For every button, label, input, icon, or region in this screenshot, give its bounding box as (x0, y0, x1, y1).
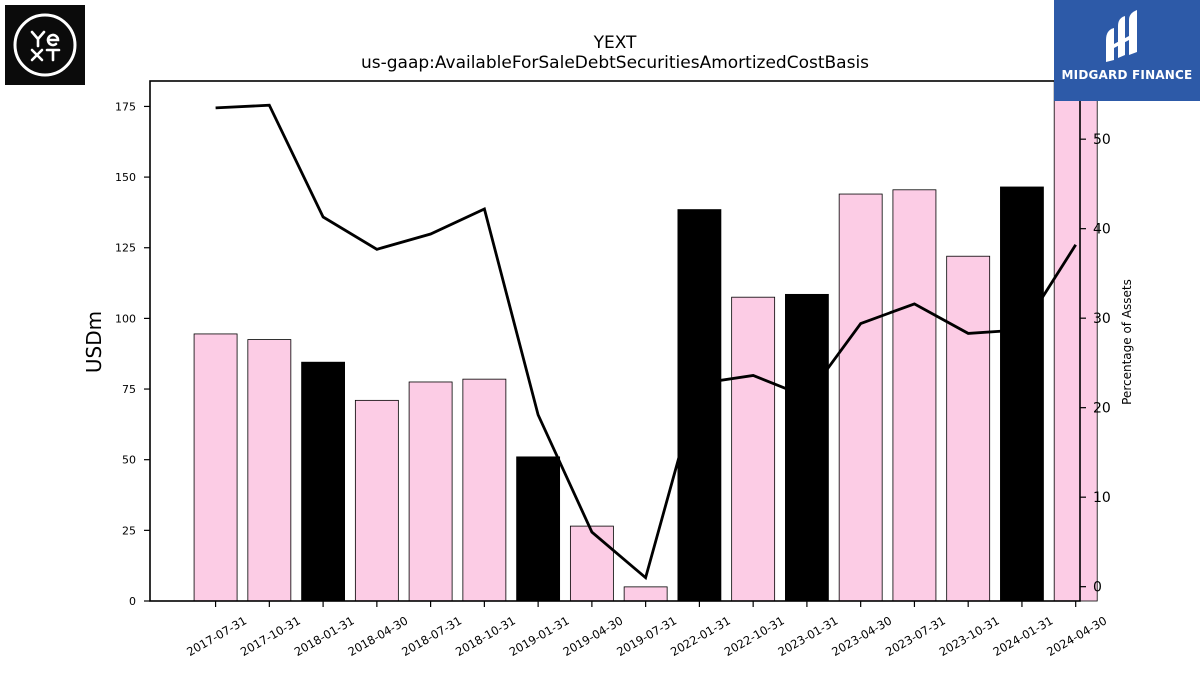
x-tick-label-2018-01-31: 2018-01-31 (292, 613, 357, 659)
plot-frame (149, 80, 1081, 602)
chart-title: YEXT (593, 33, 637, 53)
line-layer (215, 103, 1077, 581)
x-tick-label-2018-07-31: 2018-07-31 (399, 613, 464, 659)
y2-tick-label-40: 40 (1093, 222, 1111, 238)
y2-tick-label-30: 30 (1093, 311, 1111, 327)
percentage-line (215, 103, 1077, 581)
chart-subtitle: us-gaap:AvailableForSaleDebtSecuritiesAm… (361, 53, 869, 73)
x-tick-label-2019-07-31: 2019-07-31 (614, 613, 679, 659)
bar-2018-10-31 (462, 378, 507, 602)
y-tick-label-25: 25 (122, 524, 136, 537)
x-tick-label-2023-10-31: 2023-10-31 (937, 613, 1002, 659)
bar-2017-10-31 (247, 339, 292, 602)
bar-2023-04-30 (838, 193, 883, 602)
y2-tick-label-0: 0 (1093, 580, 1102, 596)
yext-logo (5, 5, 85, 85)
bar-2018-01-31 (301, 361, 346, 602)
bar-2019-07-31 (623, 586, 668, 602)
y-axis-label: USDm (82, 311, 106, 373)
x-tick-label-2019-01-31: 2019-01-31 (507, 613, 572, 659)
bar-2022-01-31 (677, 209, 722, 602)
x-tick-label-2018-04-30: 2018-04-30 (346, 613, 411, 659)
y2-tick-label-20: 20 (1093, 401, 1111, 417)
y2-tick-label-50: 50 (1093, 132, 1111, 148)
bar-2023-01-31 (785, 293, 829, 602)
y2-tick-label-10: 10 (1093, 490, 1111, 506)
midgard-finance-logo-text: MIDGARD FINANCE (1061, 68, 1193, 82)
x-tick-label-2023-04-30: 2023-04-30 (829, 613, 894, 659)
bars-layer (193, 80, 1098, 602)
y-tick-label-75: 75 (122, 383, 136, 396)
x-tick-label-2022-10-31: 2022-10-31 (722, 613, 787, 659)
bar-2024-04-30 (1053, 80, 1098, 602)
x-tick-label-2018-10-31: 2018-10-31 (453, 613, 518, 659)
midgard-finance-logo: MIDGARD FINANCE (1054, 0, 1200, 101)
x-tick-label-2017-07-31: 2017-07-31 (184, 613, 249, 659)
x-tick-label-2024-04-30: 2024-04-30 (1044, 613, 1109, 659)
midgard-finance-logo-mark (1106, 10, 1137, 62)
axes-layer (149, 80, 1081, 602)
bar-2019-04-30 (569, 525, 614, 602)
bar-2018-04-30 (354, 399, 399, 602)
bar-2019-01-31 (516, 456, 561, 602)
x-tick-label-2023-07-31: 2023-07-31 (883, 613, 948, 659)
bar-2018-07-31 (408, 381, 453, 602)
bar-2023-07-31 (892, 189, 937, 602)
x-tick-label-2019-04-30: 2019-04-30 (561, 613, 626, 659)
y-tick-label-100: 100 (115, 312, 136, 325)
x-tick-label-2017-10-31: 2017-10-31 (238, 613, 303, 659)
x-tick-label-2022-01-31: 2022-01-31 (668, 613, 733, 659)
yext-logo-mark (13, 13, 77, 77)
y2-axis-label: Percentage of Assets (1120, 279, 1134, 405)
bar-2017-07-31 (193, 333, 238, 602)
y-tick-label-125: 125 (115, 242, 136, 255)
y-tick-label-0: 0 (129, 595, 136, 608)
bar-2022-10-31 (731, 296, 776, 602)
y-tick-label-175: 175 (115, 100, 136, 113)
x-tick-label-2024-01-31: 2024-01-31 (991, 613, 1056, 659)
y-tick-label-150: 150 (115, 171, 136, 184)
bar-2024-01-31 (1000, 186, 1044, 602)
bar-2023-10-31 (946, 255, 991, 602)
y-tick-label-50: 50 (122, 454, 136, 467)
x-tick-label-2023-01-31: 2023-01-31 (776, 613, 841, 659)
